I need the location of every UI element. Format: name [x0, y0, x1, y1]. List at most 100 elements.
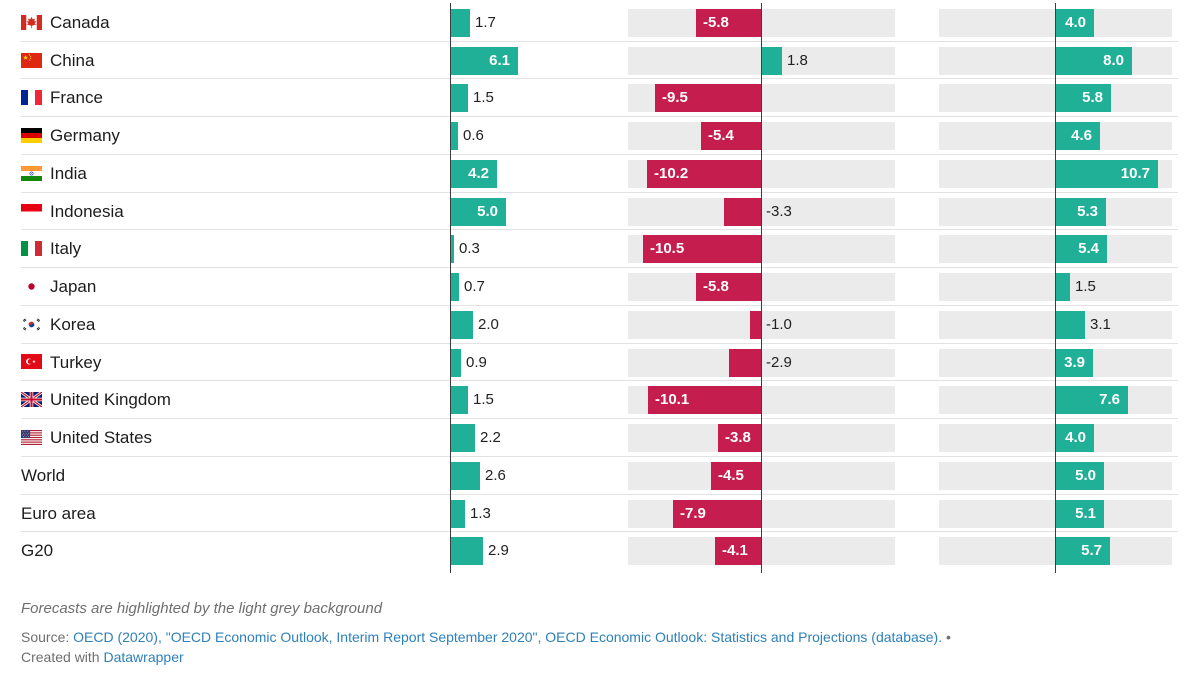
value-bar: [451, 273, 459, 302]
datawrapper-link[interactable]: Datawrapper: [103, 649, 184, 665]
table-row: Germany 0.6 -5.4 4.6: [0, 117, 1200, 155]
value-bar: [648, 386, 761, 415]
row-separator: [21, 380, 1178, 382]
row-label: Euro area: [21, 503, 96, 523]
value-bar: [451, 461, 480, 490]
value-bar: [451, 348, 461, 377]
flag-china-icon: [21, 52, 42, 68]
table-row: France 1.5 -9.5 5.8: [0, 79, 1200, 118]
row-label: Italy: [50, 239, 82, 259]
source-line: Source: OECD (2020), "OECD Economic Outl…: [21, 627, 1200, 647]
value-label: 2.6: [485, 466, 506, 484]
table-row: Euro area 1.3 -7.9 5.1: [0, 495, 1200, 533]
created-with-label: Created with: [21, 649, 104, 665]
zero-axis-column-1: [450, 3, 451, 573]
value-bar: [1056, 424, 1094, 453]
flag-france-icon: [21, 90, 42, 106]
flag-canada-icon: [21, 14, 42, 30]
value-label: 5.3: [1077, 202, 1098, 220]
flag-india-icon: [21, 165, 42, 181]
value-label: 2.9: [488, 542, 509, 560]
value-bar: [655, 84, 761, 113]
row-separator: [21, 455, 1178, 457]
value-label: -5.4: [708, 127, 734, 145]
row-separator: [21, 531, 1178, 533]
flag-turkey-icon: [21, 354, 42, 370]
value-bar: [451, 9, 470, 37]
source-label: Source:: [21, 629, 74, 645]
flag-korea-icon: [21, 316, 42, 332]
row-separator: [21, 229, 1178, 231]
row-label: United Kingdom: [50, 390, 171, 410]
table-row: Indonesia 5.0 -3.3 5.3: [0, 193, 1200, 231]
row-label: Indonesia: [50, 201, 124, 221]
table-row: United States 2.2 -3.8 4.0: [0, 419, 1200, 457]
value-label: 0.7: [464, 278, 485, 296]
value-bar: [673, 499, 761, 528]
row-label: India: [50, 163, 87, 183]
value-label: -10.1: [655, 391, 690, 409]
value-bar: [647, 159, 761, 188]
value-bar: [1056, 84, 1111, 113]
row-label: Japan: [50, 277, 97, 297]
forecast-note: Forecasts are highlighted by the light g…: [21, 600, 383, 617]
value-label: -7.9: [680, 504, 706, 522]
value-label: 0.3: [459, 240, 480, 258]
source-bullet: •: [942, 629, 951, 645]
value-label: -10.2: [654, 164, 689, 182]
bar-table-chart: Canada 1.7 -5.8 4.0 China 6.1 1.8 8.0 France 1.5 -…: [0, 3, 1200, 573]
row-label: Germany: [50, 126, 120, 146]
row-separator: [21, 418, 1178, 420]
row-label: France: [50, 88, 103, 108]
value-bar: [451, 159, 497, 188]
row-separator: [21, 40, 1178, 42]
flag-united-states-icon: [21, 429, 42, 445]
value-bar: [1056, 310, 1085, 339]
table-row: United Kingdom 1.5 -10.1 7.6: [0, 381, 1200, 420]
row-label: Canada: [50, 13, 110, 32]
value-bar: [451, 197, 506, 226]
value-label: -5.8: [703, 278, 729, 296]
flag-italy-icon: [21, 241, 42, 257]
value-label: -5.8: [703, 14, 729, 31]
value-label: -3.8: [725, 429, 751, 447]
flag-united-kingdom-icon: [21, 392, 42, 408]
value-label: 5.0: [1075, 466, 1096, 484]
value-bar: [729, 348, 761, 377]
row-separator: [21, 191, 1178, 193]
value-bar: [750, 310, 761, 339]
value-label: 6.1: [489, 51, 510, 69]
value-bar: [451, 499, 465, 528]
value-label: 4.6: [1071, 127, 1092, 145]
value-bar: [451, 386, 468, 415]
table-row: Korea 2.0 -1.0 3.1: [0, 306, 1200, 344]
value-label: 1.5: [473, 89, 494, 107]
table-row: Italy 0.3 -10.5 5.4: [0, 230, 1200, 269]
value-bar: [1056, 461, 1104, 490]
row-label: World: [21, 465, 66, 485]
value-bar: [1056, 235, 1107, 264]
value-bar: [718, 424, 761, 453]
value-bar: [451, 424, 475, 453]
row-separator: [21, 78, 1178, 80]
value-label: 1.3: [470, 504, 491, 522]
source-link[interactable]: OECD (2020), "OECD Economic Outlook, Int…: [73, 629, 943, 645]
value-bar: [696, 273, 761, 302]
value-label: 0.9: [466, 353, 487, 371]
value-label: -10.5: [650, 240, 685, 258]
table-row: G20 2.9 -4.1 5.7: [0, 532, 1200, 570]
byline: Created with Datawrapper: [21, 647, 1200, 667]
zero-axis-column-2: [761, 3, 762, 573]
value-label: -3.3: [766, 202, 792, 220]
value-bar: [1056, 537, 1110, 566]
value-bar: [451, 537, 483, 566]
value-label: 5.4: [1078, 240, 1099, 258]
value-label: 5.8: [1082, 89, 1103, 107]
row-label: United States: [50, 428, 153, 448]
row-separator: [21, 116, 1178, 118]
value-label: 4.2: [468, 164, 489, 182]
zero-axis-column-3: [1055, 3, 1056, 573]
value-label: -4.1: [722, 542, 748, 560]
table-row: Turkey 0.9 -2.9 3.9: [0, 344, 1200, 382]
value-bar: [1056, 122, 1100, 151]
